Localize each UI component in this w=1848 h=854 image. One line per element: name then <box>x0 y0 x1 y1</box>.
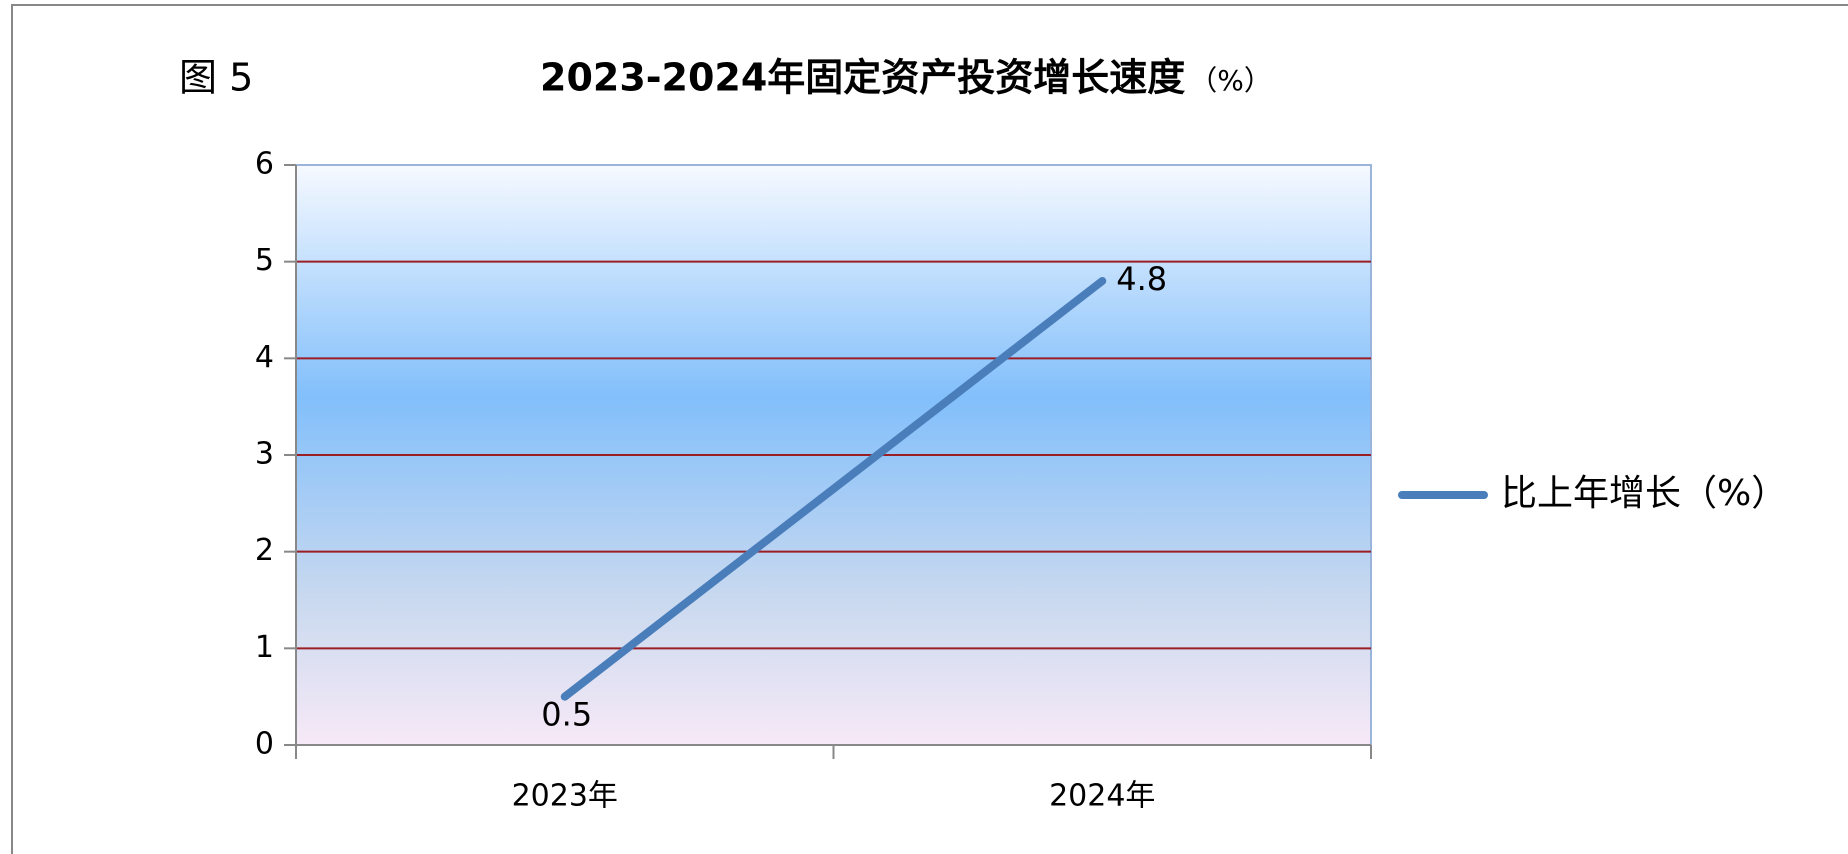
data-label: 0.5 <box>541 696 592 734</box>
y-tick-label: 2 <box>255 533 274 568</box>
x-tick-label: 2023年 <box>512 779 618 814</box>
y-tick-label: 0 <box>255 727 274 762</box>
chart-title-unit: （%） <box>1189 64 1272 97</box>
y-tick-label: 6 <box>255 147 274 182</box>
legend-label: 比上年增长（%） <box>1501 473 1787 514</box>
data-label: 4.8 <box>1116 260 1167 298</box>
y-tick-label: 5 <box>255 243 274 278</box>
data-line <box>560 277 1107 701</box>
figure-label: 图 5 <box>179 56 253 100</box>
chart-title: 2023-2024年固定资产投资增长速度 <box>540 56 1185 100</box>
y-tick-label: 4 <box>255 340 274 375</box>
x-tick-label: 2024年 <box>1049 779 1155 814</box>
y-tick-label: 1 <box>255 630 274 665</box>
y-tick-label: 3 <box>255 437 274 472</box>
